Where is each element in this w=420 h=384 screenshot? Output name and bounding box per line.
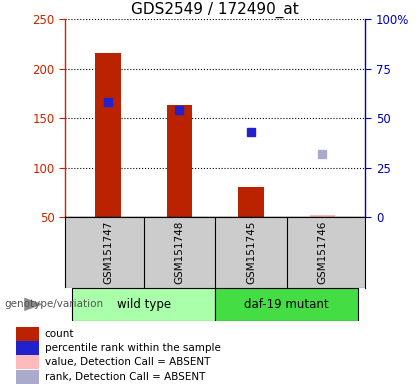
Text: count: count: [45, 329, 74, 339]
Text: GSM151745: GSM151745: [246, 221, 256, 284]
Bar: [95, 53, 121, 217]
Bar: [167, 105, 192, 217]
Text: value, Detection Call = ABSENT: value, Detection Call = ABSENT: [45, 358, 210, 367]
Text: GSM151747: GSM151747: [103, 221, 113, 284]
Text: daf-19 mutant: daf-19 mutant: [244, 298, 329, 311]
Bar: [239, 187, 263, 217]
Title: GDS2549 / 172490_at: GDS2549 / 172490_at: [131, 2, 299, 18]
Text: genotype/variation: genotype/variation: [4, 299, 103, 310]
Polygon shape: [24, 298, 43, 311]
Text: wild type: wild type: [117, 298, 171, 311]
Text: GSM151748: GSM151748: [174, 221, 184, 284]
Bar: [215, 288, 358, 321]
Text: rank, Detection Call = ABSENT: rank, Detection Call = ABSENT: [45, 372, 205, 382]
Text: GSM151746: GSM151746: [318, 221, 328, 284]
Bar: [16, 370, 39, 384]
Bar: [16, 327, 39, 341]
Bar: [72, 288, 215, 321]
Bar: [16, 341, 39, 355]
Text: percentile rank within the sample: percentile rank within the sample: [45, 343, 220, 353]
Bar: [16, 356, 39, 369]
Bar: [310, 215, 335, 217]
